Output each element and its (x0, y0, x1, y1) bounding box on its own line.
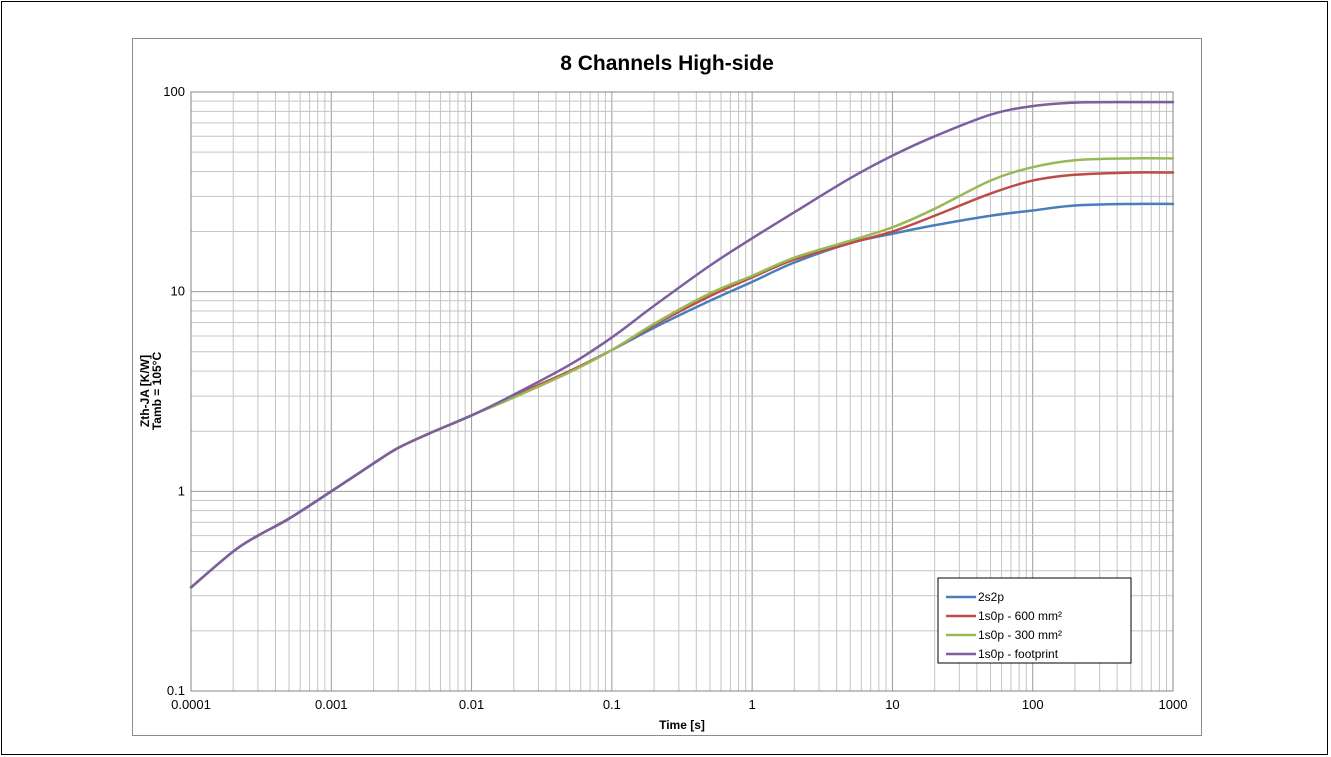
y-tick-label: 10 (171, 284, 185, 299)
x-tick-label: 1 (749, 697, 756, 712)
y-tick-label: 1 (178, 483, 185, 498)
y-axis-label-line-1: Zth-JA [K/W] (138, 355, 152, 427)
chart-title: 8 Channels High-side (560, 52, 774, 75)
y-tick-label: 100 (163, 84, 185, 99)
x-tick-label: 0.1 (603, 697, 621, 712)
y-tick-labels: 0.1 1 10 100 (163, 84, 185, 698)
chart-svg: 8 Channels High-side 0.0001 0.001 0.01 0.1 1… (138, 52, 1187, 732)
legend-label: 1s0p - 300 mm² (978, 628, 1062, 642)
y-axis-label-line-2: Tamb = 105°C (150, 352, 164, 431)
grid (191, 92, 1173, 691)
x-tick-label: 1000 (1159, 697, 1188, 712)
series-lines (189, 100, 1175, 589)
legend-label: 1s0p - 600 mm² (978, 609, 1062, 623)
x-tick-label: 10 (885, 697, 899, 712)
plot-border (190, 91, 1174, 692)
x-tick-labels: 0.0001 0.001 0.01 0.1 1 10 100 1000 (171, 697, 1187, 712)
x-tick-label: 0.001 (315, 697, 348, 712)
y-axis-label: Zth-JA [K/W] Tamb = 105°C (138, 352, 164, 431)
legend-label: 2s2p (978, 590, 1004, 604)
chart-area: 8 Channels High-side 0.0001 0.001 0.01 0.1 1… (132, 38, 1202, 736)
legend: 2s2p 1s0p - 600 mm² 1s0p - 300 mm² 1s0p - f… (937, 577, 1132, 664)
series-line-2 (189, 171, 1175, 589)
series-line-4 (189, 100, 1175, 589)
legend-box (937, 577, 1132, 664)
y-tick-label: 0.1 (167, 683, 185, 698)
x-tick-label: 100 (1022, 697, 1044, 712)
x-tick-label: 0.0001 (171, 697, 211, 712)
x-tick-label: 0.01 (459, 697, 484, 712)
series-line-3 (189, 157, 1175, 589)
legend-label: 1s0p - footprint (978, 647, 1059, 661)
x-axis-label: Time [s] (659, 718, 705, 732)
